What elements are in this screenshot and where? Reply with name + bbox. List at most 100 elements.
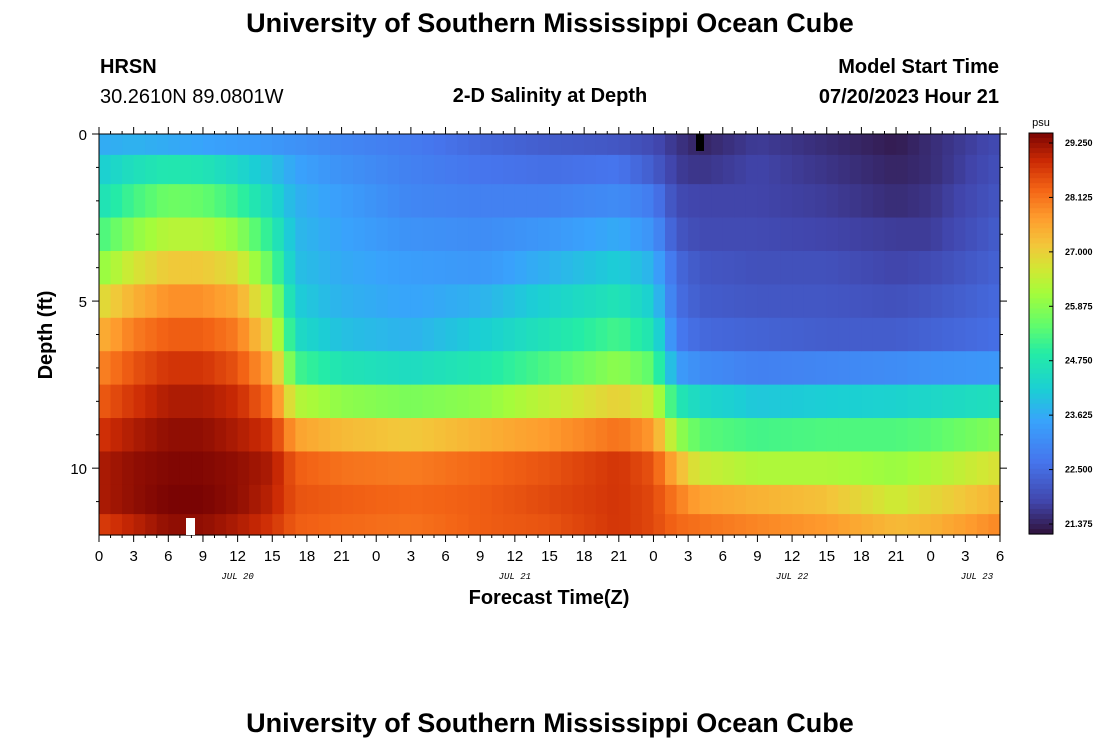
heatmap-cell — [768, 184, 782, 219]
heatmap-cell — [618, 451, 631, 486]
heatmap-cell — [226, 284, 239, 319]
heatmap-cell — [526, 154, 539, 185]
heatmap-cell — [930, 351, 943, 386]
heatmap-cell — [202, 418, 216, 453]
heatmap-cell — [942, 484, 955, 515]
heatmap-cell — [780, 217, 793, 252]
heatmap-cell — [330, 134, 343, 156]
heatmap-cell — [641, 384, 655, 419]
colorbar-cell — [1029, 183, 1053, 189]
heatmap-cell — [976, 351, 990, 386]
heatmap-cell — [295, 484, 308, 515]
heatmap-cell — [353, 284, 366, 319]
heatmap-cell — [110, 418, 123, 453]
x-tick-label: 15 — [541, 548, 558, 565]
heatmap-cell — [734, 317, 747, 352]
heatmap-cell — [133, 154, 146, 185]
heatmap-cell — [757, 284, 770, 319]
heatmap-cell — [861, 514, 874, 536]
heatmap-cell — [988, 250, 1001, 285]
heatmap-cell — [988, 134, 1001, 156]
heatmap-cell — [595, 451, 608, 486]
x-tick-label: 12 — [784, 548, 801, 565]
heatmap-cell — [803, 154, 816, 185]
heatmap-cell — [549, 514, 562, 536]
heatmap-cell — [179, 250, 193, 285]
heatmap-cell — [433, 484, 447, 515]
heatmap-cell — [353, 418, 366, 453]
heatmap-cell — [607, 134, 620, 156]
heatmap-cell — [965, 154, 978, 185]
heatmap-cell — [792, 217, 805, 252]
heatmap-cell — [803, 217, 816, 252]
page-title: University of Southern Mississippi Ocean… — [246, 8, 854, 38]
heatmap-cell — [272, 134, 285, 156]
heatmap-cell — [815, 351, 828, 386]
heatmap-cell — [249, 250, 262, 285]
heatmap-cell — [399, 250, 412, 285]
colorbar-cell — [1029, 388, 1053, 395]
heatmap-cell — [780, 451, 793, 486]
heatmap-cell — [191, 134, 204, 156]
heatmap-cell — [976, 418, 990, 453]
heatmap-cell — [607, 217, 620, 252]
heatmap-cell — [942, 154, 955, 185]
colorbar-cell — [1029, 263, 1053, 269]
heatmap-cell — [896, 418, 909, 453]
heatmap-cell — [480, 317, 493, 352]
heatmap-cell — [872, 154, 886, 185]
heatmap-cell — [768, 217, 782, 252]
x-tick-label: 15 — [818, 548, 835, 565]
heatmap-cell — [387, 514, 400, 536]
heatmap-cell — [757, 184, 770, 219]
heatmap-cell — [665, 154, 678, 185]
colorbar-cell — [1029, 503, 1053, 510]
heatmap-cell — [676, 514, 689, 536]
heatmap-cell — [226, 351, 239, 386]
heatmap-cell — [399, 217, 412, 252]
heatmap-cell — [641, 134, 655, 156]
heatmap-cell — [156, 184, 169, 219]
heatmap-cell — [815, 451, 828, 486]
heatmap-cell — [387, 484, 400, 515]
x-tick-label: 3 — [407, 548, 415, 565]
heatmap-cell — [202, 351, 216, 386]
colorbar-cell — [1029, 233, 1053, 239]
x-tick-label: 6 — [719, 548, 727, 565]
heatmap-cell — [826, 184, 839, 219]
heatmap-cell — [364, 451, 377, 486]
heatmap-cell — [815, 484, 828, 515]
heatmap-cell — [122, 217, 135, 252]
heatmap-cell — [330, 351, 343, 386]
heatmap-cell — [457, 250, 470, 285]
y-tick-label: 10 — [70, 461, 87, 478]
heatmap-cell — [803, 134, 816, 156]
heatmap-cell — [399, 514, 412, 536]
heatmap-cell — [745, 184, 759, 219]
heatmap-cell — [896, 250, 909, 285]
heatmap-cell — [237, 317, 250, 352]
heatmap-cell — [815, 317, 828, 352]
heatmap-cell — [133, 351, 146, 386]
heatmap-cell — [295, 217, 308, 252]
heatmap-cell — [861, 384, 874, 419]
heatmap-cell — [618, 284, 631, 319]
colorbar-cell — [1029, 323, 1053, 330]
colorbar-cell — [1029, 208, 1053, 214]
heatmap-cell — [838, 250, 851, 285]
heatmap-cell — [480, 184, 493, 219]
heatmap-cell — [353, 514, 366, 536]
colorbar-ticks: 29.250 28.125 27.000 25.875 24.750 23.625 22.5… — [1049, 138, 1093, 529]
heatmap-cell — [595, 317, 608, 352]
colorbar-tick-label: 24.750 — [1065, 356, 1093, 366]
heatmap-cell — [353, 484, 366, 515]
heatmap-cell — [630, 451, 643, 486]
heatmap-cell — [907, 451, 920, 486]
heatmap-cell — [191, 384, 204, 419]
heatmap-cell — [272, 154, 285, 185]
heatmap-cell — [537, 184, 551, 219]
heatmap-cell — [226, 217, 239, 252]
heatmap-cell — [653, 154, 666, 185]
heatmap-cell — [907, 184, 920, 219]
heatmap-cell — [942, 451, 955, 486]
